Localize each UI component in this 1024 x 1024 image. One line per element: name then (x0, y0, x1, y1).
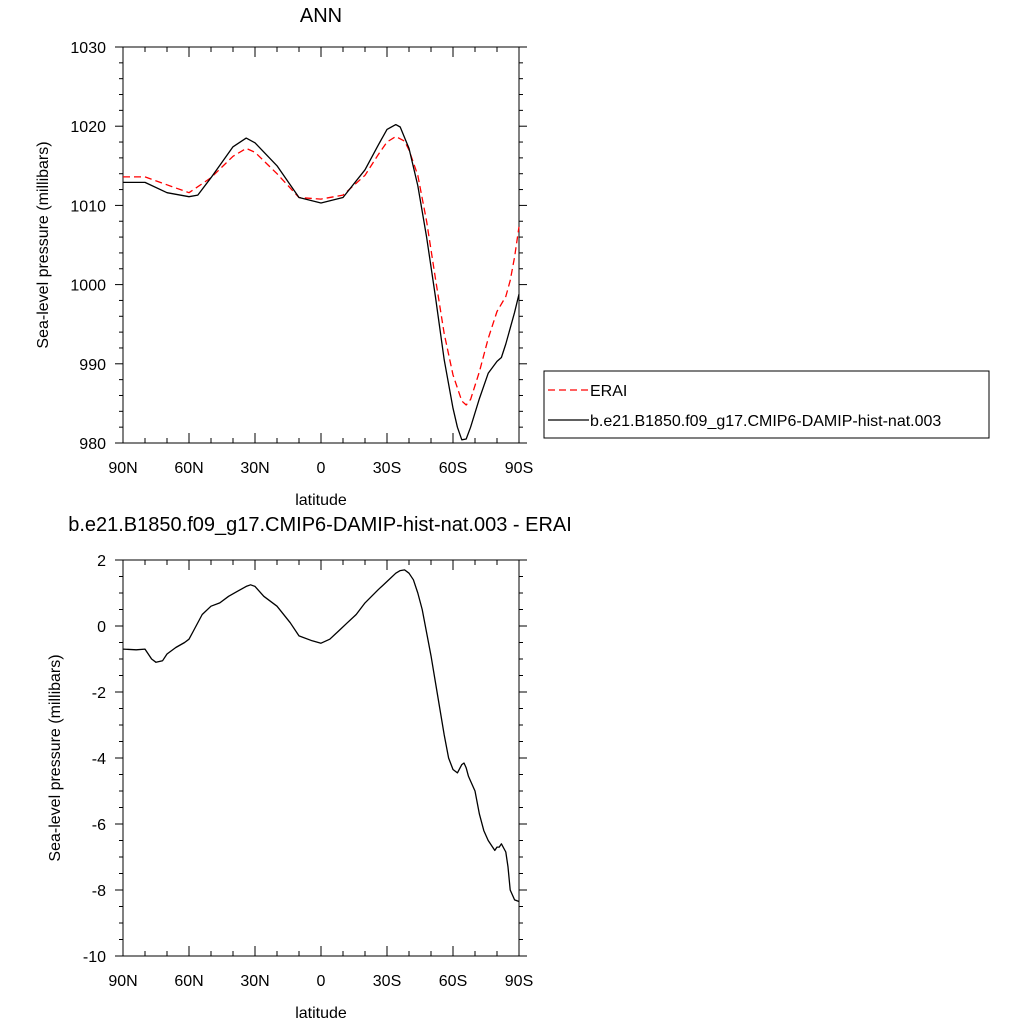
x-tick-label: 30N (240, 973, 269, 990)
bottom-chart: b.e21.B1850.f09_g17.CMIP6-DAMIP-hist-nat… (47, 514, 572, 1022)
x-tick-label: 90N (108, 973, 137, 990)
x-tick-label: 0 (317, 973, 326, 990)
top-chart-series (123, 123, 520, 441)
top-chart-x-axis-label: latitude (295, 492, 347, 509)
y-tick-label: -2 (92, 685, 106, 702)
bottom-chart-y-tick-labels: -10 -8 -6 -4 -2 0 2 (83, 553, 106, 966)
x-tick-label: 90S (505, 460, 533, 477)
top-chart-plot-area (115, 46, 527, 444)
x-tick-label: 60N (174, 460, 203, 477)
series-line-0 (122, 569, 520, 903)
y-tick-label: 1000 (70, 278, 106, 295)
bottom-chart-y-axis-label: Sea-level pressure (millibars) (47, 654, 64, 861)
top-chart-x-tick-labels: 90N 60N 30N 0 30S 60S 90S (108, 460, 533, 477)
bottom-chart-x-tick-labels: 90N 60N 30N 0 30S 60S 90S (108, 973, 533, 990)
y-tick-label: 2 (97, 553, 106, 570)
top-chart-y-tick-labels: 980 990 1000 1010 1020 1030 (70, 40, 106, 453)
y-tick-label: 990 (79, 357, 106, 374)
series-line-0 (123, 135, 520, 406)
y-tick-label: 1020 (70, 119, 106, 136)
top-chart-frame (122, 46, 520, 444)
x-tick-label: 60S (439, 460, 467, 477)
y-tick-label: 1010 (70, 198, 106, 215)
x-tick-label: 60S (439, 973, 467, 990)
series-line-1 (123, 123, 520, 441)
y-tick-label: 980 (79, 436, 106, 453)
y-tick-label: 0 (97, 619, 106, 636)
bottom-chart-plot-area (115, 559, 527, 957)
bottom-chart-frame (122, 559, 520, 957)
top-chart-legend: ERAI b.e21.B1850.f09_g17.CMIP6-DAMIP-his… (543, 370, 990, 439)
top-chart: ANN 90N 60N 30N 0 30S 60S 90S 980 990 1000 1010 10… (35, 5, 990, 509)
x-tick-label: 0 (317, 460, 326, 477)
legend-box (543, 370, 990, 439)
x-tick-label: 90N (108, 460, 137, 477)
x-tick-label: 90S (505, 973, 533, 990)
top-chart-title: ANN (300, 5, 342, 27)
bottom-chart-ticks (115, 559, 527, 957)
bottom-chart-x-axis-label: latitude (295, 1005, 347, 1022)
bottom-chart-title: b.e21.B1850.f09_g17.CMIP6-DAMIP-hist-nat… (68, 514, 572, 536)
x-tick-label: 60N (174, 973, 203, 990)
y-tick-label: -8 (92, 883, 106, 900)
y-tick-label: -6 (92, 817, 106, 834)
top-chart-ticks (115, 46, 527, 444)
y-tick-label: -10 (83, 949, 106, 966)
legend-erai-label: ERAI (590, 383, 627, 400)
y-tick-label: -4 (92, 751, 106, 768)
bottom-chart-series (122, 569, 520, 903)
legend-model-label: b.e21.B1850.f09_g17.CMIP6-DAMIP-hist-nat… (590, 413, 941, 430)
x-tick-label: 30S (373, 460, 401, 477)
x-tick-label: 30S (373, 973, 401, 990)
y-tick-label: 1030 (70, 40, 106, 57)
x-tick-label: 30N (240, 460, 269, 477)
top-chart-y-axis-label: Sea-level pressure (millibars) (35, 141, 52, 348)
